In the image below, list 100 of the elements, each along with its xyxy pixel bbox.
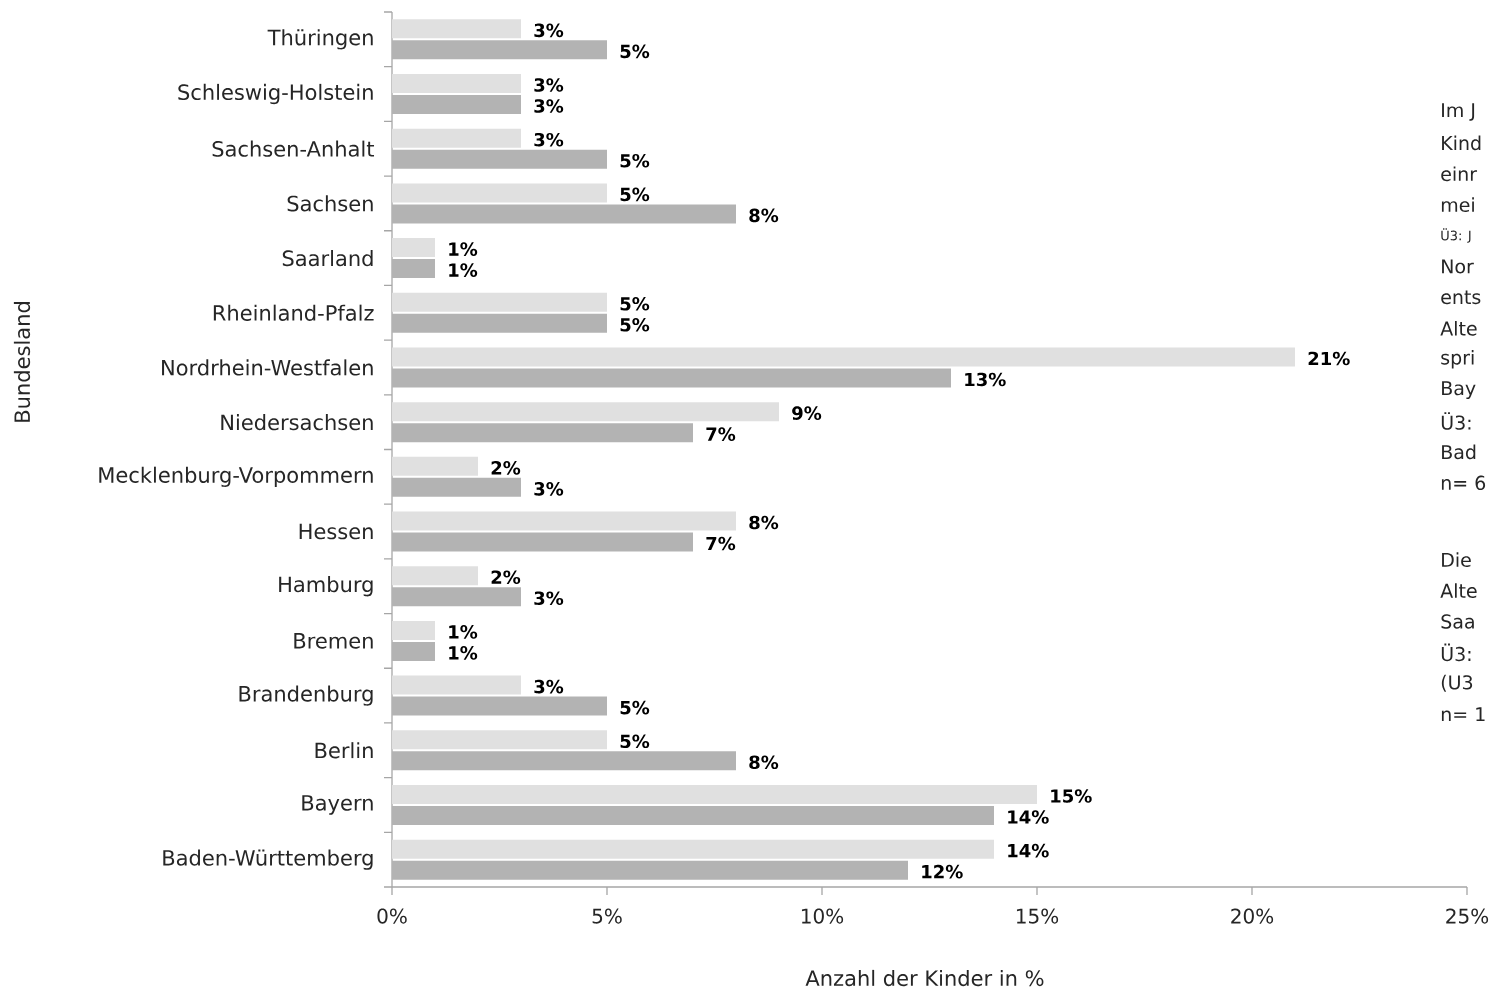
bar — [392, 95, 521, 115]
data-label: 8% — [749, 755, 779, 770]
annotation: Ü3: J — [1441, 228, 1471, 243]
bar — [392, 730, 607, 750]
data-label: 5% — [620, 44, 650, 59]
annotation: Die — [1442, 552, 1471, 568]
data-label: 1% — [449, 242, 478, 256]
bar — [392, 805, 994, 825]
data-label: 14% — [1008, 843, 1049, 858]
annotation: n= 1 — [1441, 707, 1485, 722]
bar — [392, 40, 607, 60]
bar — [392, 675, 521, 695]
data-label: 3% — [534, 591, 564, 606]
data-label: 5% — [620, 734, 650, 749]
bar — [392, 149, 607, 169]
annotation: Ü3: — [1441, 643, 1471, 662]
bar — [392, 128, 521, 148]
annotation: Alte — [1440, 583, 1477, 598]
bar — [392, 19, 521, 39]
data-label: 5% — [620, 700, 650, 715]
y-tick-label: Bayern — [302, 795, 373, 815]
bar — [392, 784, 1037, 804]
data-label: 21% — [1308, 351, 1350, 366]
bar — [392, 751, 736, 771]
bar — [392, 587, 521, 607]
bar — [392, 292, 607, 312]
bar — [392, 183, 607, 203]
bar — [392, 456, 478, 476]
data-label: 8% — [749, 208, 779, 223]
bar — [392, 696, 607, 716]
data-label: 3% — [534, 23, 564, 38]
data-label: 3% — [534, 679, 564, 694]
annotation: Ü3: — [1441, 412, 1471, 430]
data-label: 12% — [922, 864, 963, 879]
data-label: 7% — [706, 427, 736, 441]
data-label: 5% — [620, 153, 650, 168]
bar — [392, 423, 693, 443]
x-tick-label: 25% — [1446, 908, 1489, 924]
y-tick-label: Nordrhein-Westfalen — [162, 359, 373, 376]
bar — [392, 641, 435, 661]
annotation: spri — [1441, 350, 1474, 369]
data-label: 3% — [534, 132, 564, 147]
bar — [392, 204, 736, 224]
bar — [392, 860, 908, 880]
annotation: ents — [1441, 290, 1481, 305]
y-tick-label: Niedersachsen — [221, 414, 373, 431]
data-label: 1% — [449, 263, 478, 277]
x-tick-label: 0% — [377, 908, 407, 924]
y-tick-label: Saarland — [282, 249, 373, 267]
bar — [392, 313, 607, 333]
y-tick-label: Schleswig-Holstein — [178, 83, 373, 105]
annotation: Kind — [1442, 135, 1481, 151]
y-tick-label: Thüringen — [267, 29, 373, 50]
annotation: Saa — [1441, 614, 1474, 629]
x-tick-label: 20% — [1231, 908, 1274, 924]
data-label: 15% — [1051, 789, 1092, 803]
x-tick-label: 10% — [801, 908, 844, 924]
x-tick-label: 15% — [1016, 908, 1059, 924]
bar — [392, 402, 779, 422]
x-axis-title: Anzahl der Kinder in % — [805, 969, 1044, 987]
y-tick-label: Brandenburg — [239, 685, 373, 706]
y-tick-label: Hamburg — [279, 576, 373, 597]
annotation: n= 6 — [1441, 475, 1486, 490]
bar — [392, 620, 435, 640]
y-tick-label: Hessen — [299, 523, 373, 540]
bar — [392, 511, 736, 531]
y-tick-label: Rheinland-Pfalz — [213, 304, 374, 321]
data-label: 13% — [965, 372, 1006, 387]
data-label: 7% — [706, 536, 736, 551]
bar — [392, 347, 1295, 367]
data-label: 3% — [534, 99, 564, 113]
bar — [392, 259, 435, 279]
x-tick-label: 5% — [592, 908, 622, 924]
bar — [392, 238, 435, 258]
data-label: 3% — [534, 482, 564, 496]
data-label: 14% — [1008, 810, 1049, 824]
data-label: 5% — [620, 317, 650, 332]
annotation: mei — [1441, 197, 1474, 213]
bar — [392, 368, 951, 388]
data-label: 8% — [749, 515, 779, 530]
data-label: 9% — [792, 406, 822, 420]
data-label: 2% — [491, 570, 521, 585]
data-label: 5% — [620, 296, 650, 311]
y-tick-label: Sachsen-Anhalt — [212, 140, 375, 157]
bar — [392, 74, 521, 94]
data-label: 3% — [534, 78, 564, 92]
annotation: Nor — [1442, 259, 1474, 274]
bar — [392, 477, 521, 497]
data-label: 2% — [491, 461, 521, 475]
y-tick-label: Baden-Württemberg — [163, 849, 373, 870]
annotation: Bad — [1442, 444, 1476, 460]
y-tick-label: Bremen — [294, 633, 373, 649]
bar — [392, 532, 693, 552]
annotation: Alte — [1440, 320, 1477, 336]
data-label: 5% — [620, 187, 650, 202]
data-label: 1% — [449, 646, 478, 660]
y-tick-label: Berlin — [315, 742, 373, 759]
data-label: 1% — [449, 625, 478, 639]
bar — [392, 839, 994, 859]
bar — [392, 566, 478, 586]
